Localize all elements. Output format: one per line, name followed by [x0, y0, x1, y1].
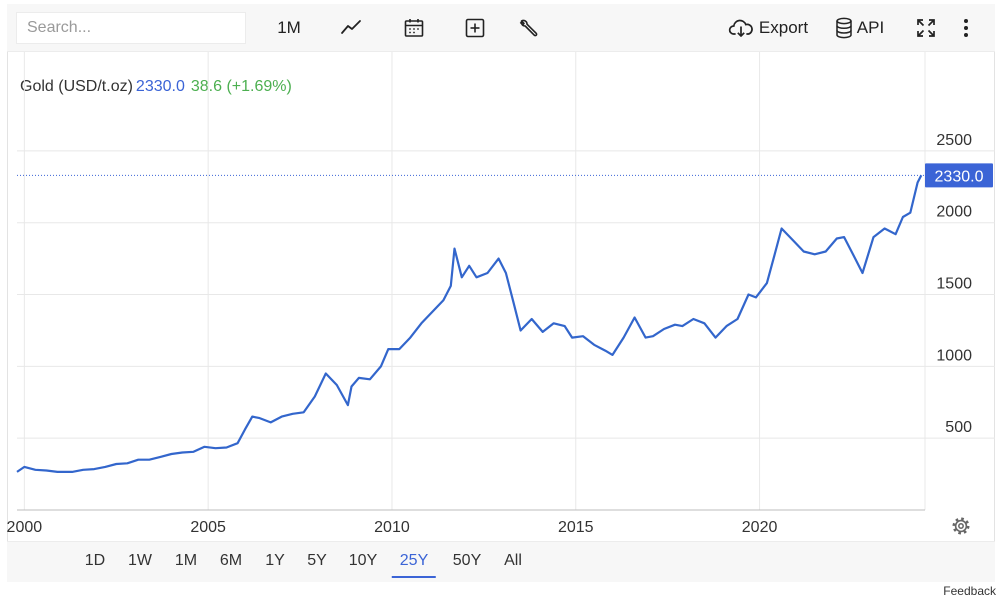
- y-tick-label: 1500: [936, 276, 972, 293]
- plus-square-icon: [465, 18, 485, 38]
- y-tick-label: 1000: [936, 347, 972, 364]
- x-tick-label: 2010: [374, 519, 410, 536]
- y-tick-label: 2500: [936, 132, 972, 149]
- interval-button[interactable]: 1M: [265, 12, 313, 44]
- interval-label: 1M: [277, 18, 301, 37]
- export-button[interactable]: Export: [723, 12, 813, 44]
- tools-button[interactable]: [510, 12, 546, 44]
- gear-icon[interactable]: [952, 517, 970, 535]
- x-tick-label: 2020: [742, 519, 778, 536]
- range-10y-button[interactable]: 10Y: [348, 552, 378, 569]
- line-chart-icon: [341, 20, 361, 34]
- chart-grid: [17, 52, 995, 511]
- api-label: API: [856, 18, 885, 37]
- range-1w-button[interactable]: 1W: [128, 552, 152, 569]
- calendar-icon: [404, 19, 424, 37]
- last-price-tag-label: 2330.0: [935, 168, 984, 185]
- x-tick-label: 2015: [558, 519, 594, 536]
- range-1y-button[interactable]: 1Y: [265, 552, 285, 569]
- y-tick-label: 500: [945, 419, 972, 436]
- instrument-name: Gold (USD/t.oz): [20, 78, 133, 95]
- range-1m-button[interactable]: 1M: [174, 552, 198, 569]
- chart-type-button[interactable]: [333, 12, 369, 44]
- x-axis: 2000 2005 2010 2015 2020: [7, 519, 778, 536]
- y-axis: 500 1000 1500 2000 2500: [936, 132, 972, 436]
- last-price-tag-bg: [925, 163, 993, 188]
- add-indicator-button[interactable]: [457, 12, 493, 44]
- wrench-icon: [519, 19, 538, 37]
- search-input[interactable]: [16, 12, 246, 44]
- toolbar: 1M Export API: [7, 4, 995, 52]
- feedback-link[interactable]: Feedback: [943, 584, 996, 598]
- range-50y-button[interactable]: 50Y: [452, 552, 482, 569]
- last-price-tag: 2330.0: [925, 163, 993, 188]
- range-5y-button[interactable]: 5Y: [307, 552, 327, 569]
- series-line-gold: [16, 174, 923, 473]
- chart-widget: [7, 4, 995, 582]
- x-tick-label: 2005: [190, 519, 226, 536]
- range-6m-button[interactable]: 6M: [219, 552, 243, 569]
- api-button[interactable]: API: [829, 12, 889, 44]
- more-vertical-icon: [964, 19, 968, 37]
- range-1d-button[interactable]: 1D: [84, 552, 106, 569]
- more-options-button[interactable]: [953, 12, 979, 44]
- date-range-button[interactable]: [396, 12, 432, 44]
- quote-header: Gold (USD/t.oz) 2330.0 38.6 (+1.69%): [20, 78, 292, 96]
- time-range-bar: 1D 1W 1M 6M 1Y 5Y 10Y 25Y 50Y All: [7, 541, 995, 582]
- price-change: 38.6 (+1.69%): [190, 78, 292, 95]
- last-price: 2330.0: [135, 78, 185, 95]
- range-all-button[interactable]: All: [504, 552, 522, 569]
- fullscreen-button[interactable]: [908, 12, 944, 44]
- y-tick-label: 2000: [936, 204, 972, 221]
- x-tick-label: 2000: [7, 519, 43, 536]
- cloud-download-icon: [728, 19, 753, 37]
- range-25y-button[interactable]: 25Y: [391, 552, 437, 578]
- fullscreen-icon: [917, 19, 935, 37]
- database-icon: [836, 17, 852, 39]
- export-label: Export: [758, 18, 809, 37]
